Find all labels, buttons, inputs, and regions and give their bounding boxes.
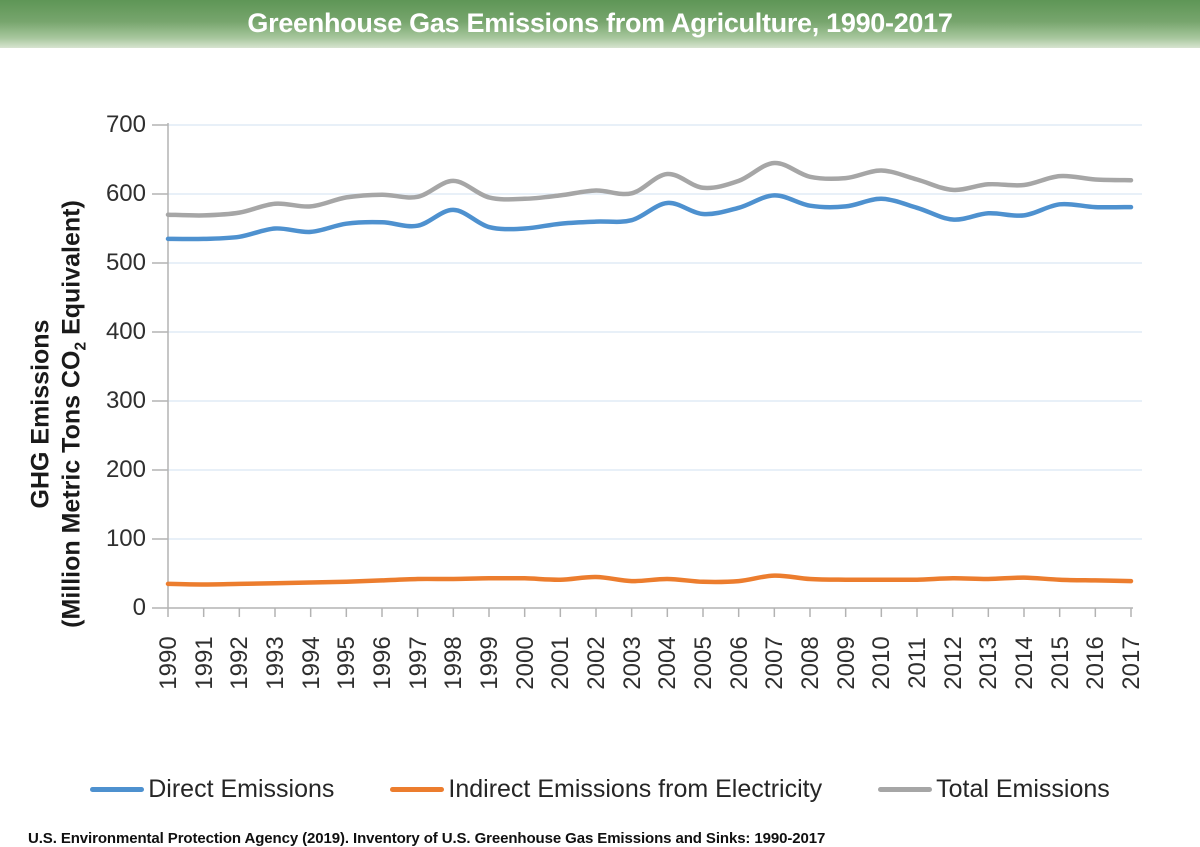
legend-label: Indirect Emissions from Electricity: [448, 774, 823, 803]
legend-item-indirect-emissions-from-electricity: Indirect Emissions from Electricity: [390, 775, 822, 804]
y-axis-title-line1: GHG Emissions: [26, 319, 55, 509]
x-tick-label: 2011: [904, 637, 931, 689]
y-tick-label: 200: [105, 456, 146, 483]
y-tick-label: 600: [105, 180, 146, 207]
legend-swatch: [390, 786, 445, 792]
x-tick-label: 2009: [832, 636, 860, 690]
page-title: Greenhouse Gas Emissions from Agricultur…: [247, 8, 953, 38]
x-tick-label: 1996: [369, 636, 396, 690]
series-line-indirect-emissions-from-electricity: [165, 573, 1134, 587]
legend-item-total-emissions: Total Emissions: [878, 775, 1110, 804]
x-tick-label: 2013: [975, 636, 1003, 690]
legend-swatch: [878, 786, 933, 792]
x-tick-label: 1995: [333, 636, 361, 690]
x-tick-label: 2002: [583, 636, 610, 690]
x-tick-label: 1991: [190, 636, 218, 690]
x-tick-label: 1998: [440, 636, 468, 690]
chart-canvas: [152, 123, 1142, 617]
x-tick-label: 2004: [654, 636, 682, 690]
x-tick-label: 2001: [547, 636, 575, 690]
y-tick-label: 400: [105, 318, 146, 345]
x-tick-label: 2005: [690, 636, 717, 690]
legend-label: Direct Emissions: [148, 774, 335, 803]
y-tick-label: 500: [105, 249, 146, 276]
header-banner: Greenhouse Gas Emissions from Agricultur…: [0, 0, 1200, 48]
x-tick-label: 1994: [297, 636, 325, 690]
x-tick-label: 2015: [1046, 636, 1074, 690]
x-tick-label: 2003: [618, 636, 646, 690]
series-line-total-emissions: [165, 160, 1134, 218]
x-tick-label: 2007: [761, 636, 789, 690]
legend: Direct Emissions Indirect Emissions from …: [0, 771, 1200, 807]
x-tick-label: 2012: [939, 636, 967, 690]
x-tick-label: 2014: [1011, 636, 1038, 690]
y-tick-label: 100: [105, 525, 146, 552]
x-tick-label: 1990: [155, 636, 182, 690]
x-tick-label: 2008: [797, 636, 824, 690]
x-tick-label: 2010: [868, 636, 896, 690]
legend-item-direct-emissions: Direct Emissions: [90, 775, 334, 804]
x-tick-label: 2000: [511, 636, 539, 690]
x-tick-label: 1999: [476, 636, 503, 690]
x-tick-label: 1992: [226, 636, 254, 690]
x-tick-label: 2006: [725, 636, 753, 690]
source-citation: U.S. Environmental Protection Agency (20…: [28, 830, 826, 847]
legend-label: Total Emissions: [936, 774, 1110, 803]
y-tick-label: 300: [105, 387, 146, 414]
legend-swatch: [90, 786, 145, 792]
y-tick-label: 700: [105, 111, 146, 138]
chart-area: GHG Emissions (Million Metric Tons CO2 E…: [0, 48, 1200, 847]
x-tick-label: 1997: [404, 636, 432, 690]
x-tick-label: 2017: [1118, 636, 1145, 690]
y-tick-label: 0: [132, 594, 146, 621]
x-tick-label: 1993: [262, 636, 289, 690]
x-tick-label: 2016: [1082, 636, 1110, 690]
series-line-direct-emissions: [165, 193, 1134, 242]
